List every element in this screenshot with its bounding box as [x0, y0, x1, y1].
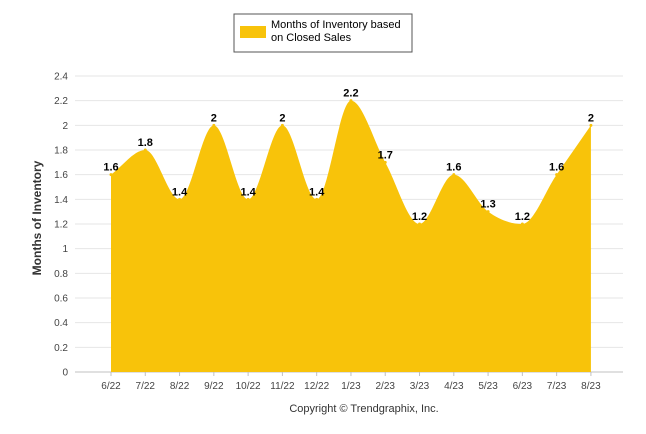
x-tick-label: 8/23 — [581, 381, 601, 392]
copyright-text: Copyright © Trendgraphix, Inc. — [289, 403, 438, 415]
data-point — [418, 222, 422, 226]
x-tick-label: 10/22 — [236, 381, 261, 392]
data-label: 1.6 — [103, 162, 118, 174]
x-tick-label: 7/23 — [547, 381, 567, 392]
x-tick-label: 7/22 — [136, 381, 156, 392]
data-label: 1.7 — [378, 149, 393, 161]
legend-swatch — [240, 26, 266, 38]
data-point — [143, 148, 147, 152]
data-point — [315, 197, 319, 201]
legend-label-line1: Months of Inventory based — [271, 19, 401, 31]
y-axis-title: Months of Inventory — [30, 160, 44, 275]
x-tick-label: 1/23 — [341, 381, 361, 392]
y-tick-label: 0 — [62, 368, 68, 379]
data-label: 2 — [279, 112, 285, 124]
y-tick-label: 0.8 — [54, 269, 68, 280]
data-label: 1.6 — [446, 162, 461, 174]
x-tick-label: 3/23 — [410, 381, 430, 392]
data-point — [589, 123, 593, 127]
data-label: 1.3 — [480, 199, 495, 211]
x-tick-label: 11/22 — [270, 381, 295, 392]
legend: Months of Inventory based on Closed Sale… — [233, 13, 413, 53]
x-axis-ticks: 6/22 7/22 8/22 9/22 10/22 11/22 12/22 1/23 2/23 3… — [101, 372, 601, 392]
y-tick-label: 1.8 — [54, 146, 68, 157]
data-label: 1.8 — [138, 137, 153, 149]
x-tick-label: 12/22 — [304, 381, 329, 392]
data-point — [280, 123, 284, 127]
data-point — [246, 197, 250, 201]
data-point — [212, 123, 216, 127]
y-tick-label: 0.4 — [54, 318, 68, 329]
x-tick-label: 6/23 — [513, 381, 533, 392]
data-label: 2 — [588, 112, 594, 124]
x-tick-label: 2/23 — [376, 381, 396, 392]
x-tick-label: 5/23 — [478, 381, 498, 392]
x-tick-label: 4/23 — [444, 381, 464, 392]
x-tick-label: 6/22 — [101, 381, 121, 392]
data-point — [109, 173, 113, 177]
area-series — [109, 99, 593, 372]
data-point — [383, 160, 387, 164]
data-point — [486, 210, 490, 214]
data-label: 2 — [211, 112, 217, 124]
y-tick-label: 1.4 — [54, 195, 68, 206]
y-tick-label: 0.6 — [54, 294, 68, 305]
data-label: 1.4 — [309, 186, 325, 198]
y-tick-label: 1 — [62, 244, 68, 255]
y-tick-label: 1.6 — [54, 170, 68, 181]
x-tick-label: 9/22 — [204, 381, 224, 392]
data-point — [555, 173, 559, 177]
y-tick-label: 2.2 — [54, 96, 68, 107]
y-tick-label: 0.2 — [54, 343, 68, 354]
area-fill — [111, 100, 591, 372]
legend-label-line2: on Closed Sales — [271, 32, 352, 44]
data-label: 1.4 — [240, 186, 256, 198]
data-point — [349, 99, 353, 103]
y-tick-label: 2.4 — [54, 72, 68, 83]
data-point — [452, 173, 456, 177]
y-axis-ticks: 0 0.2 0.4 0.6 0.8 1 1.2 1.4 1.6 1.8 2 2.2 2.4 — [54, 72, 68, 379]
data-point — [178, 197, 182, 201]
y-tick-label: 2 — [62, 121, 68, 132]
y-tick-label: 1.2 — [54, 220, 68, 231]
data-label: 1.6 — [549, 162, 564, 174]
data-label: 1.4 — [172, 186, 188, 198]
data-label: 1.2 — [412, 211, 427, 223]
data-label: 2.2 — [343, 88, 358, 100]
data-labels: 1.6 1.8 1.4 2 1.4 2 1.4 2.2 1.7 1.2 1.6 1.3 1.2 1.6 2 — [103, 88, 594, 223]
data-label: 1.2 — [515, 211, 530, 223]
x-tick-label: 8/22 — [170, 381, 190, 392]
data-point — [520, 222, 524, 226]
